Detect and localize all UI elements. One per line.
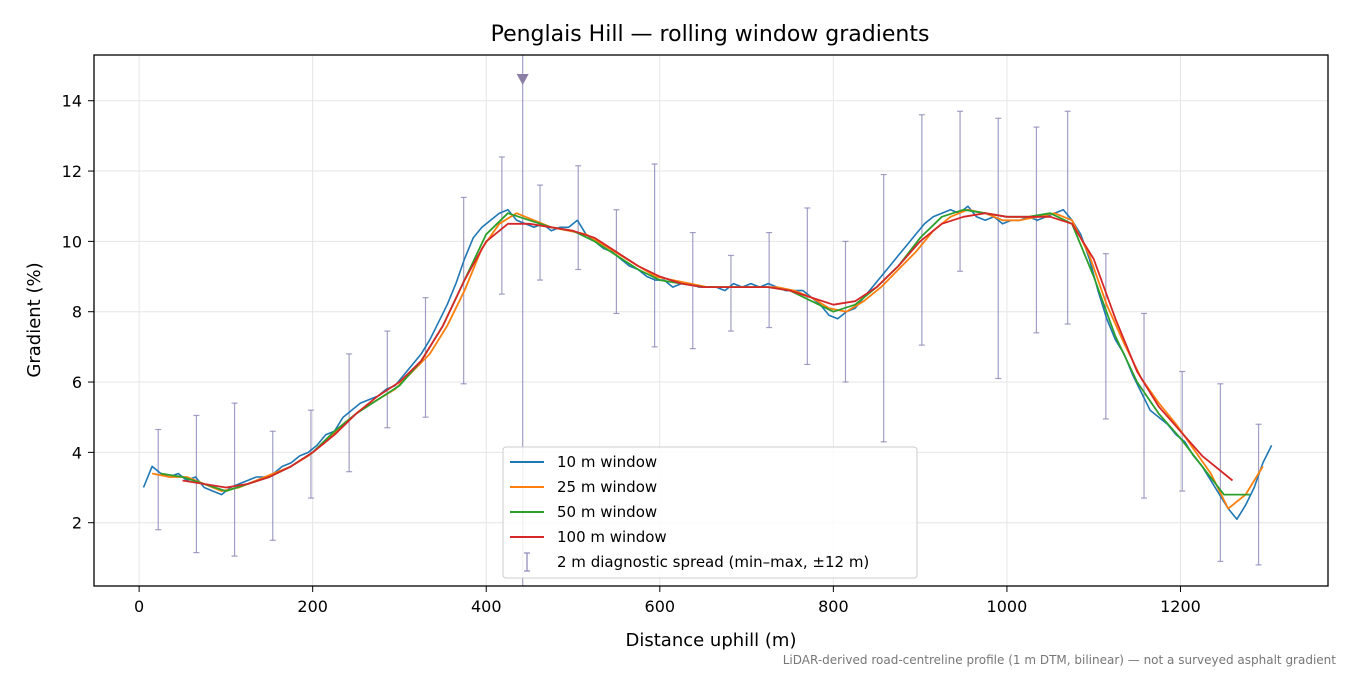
y-tick-label: 6 <box>72 373 82 392</box>
diagnostic-bar <box>766 231 773 329</box>
diagnostic-bar <box>1102 253 1109 420</box>
legend-label-50m: 50 m window <box>557 503 657 521</box>
y-tick-label: 4 <box>72 443 82 462</box>
diagnostic-bar <box>804 207 811 366</box>
x-tick-label: 0 <box>134 597 144 616</box>
diagnostic-bar <box>1179 370 1186 492</box>
y-tick-label: 2 <box>72 514 82 533</box>
y-axis-label: Gradient (%) <box>24 262 45 377</box>
y-tick-label: 10 <box>62 232 82 251</box>
legend: 10 m window 25 m window 50 m window 100 … <box>502 446 918 579</box>
x-tick-label: 1000 <box>987 597 1028 616</box>
plot-frame <box>93 54 1329 587</box>
y-tick-label: 12 <box>62 162 82 181</box>
x-axis-ticks: 0 200 400 600 800 1000 1200 <box>134 586 1201 616</box>
diagnostic-bar <box>918 114 925 346</box>
diagnostic-bar <box>231 402 238 557</box>
footnote: LiDAR-derived road-centreline profile (1… <box>783 653 1337 667</box>
legend-label-25m: 25 m window <box>557 478 657 496</box>
clipped-marker <box>516 74 529 85</box>
y-axis-ticks: 2 4 6 8 10 12 14 <box>62 92 94 533</box>
y-tick-label: 8 <box>72 303 82 322</box>
diagnostic-bar <box>1255 423 1262 566</box>
x-tick-label: 600 <box>645 597 676 616</box>
x-tick-label: 800 <box>818 597 849 616</box>
diagnostic-bar <box>1141 312 1148 499</box>
grid <box>94 55 1328 586</box>
diagnostic-bar <box>689 231 696 350</box>
x-tick-label: 400 <box>471 597 502 616</box>
diagnostic-bar <box>651 163 658 348</box>
legend-label-10m: 10 m window <box>557 453 657 471</box>
diagnostic-bar <box>957 110 964 272</box>
x-tick-label: 1200 <box>1160 597 1201 616</box>
diagnostic-bar <box>498 156 505 295</box>
series-line-100-m-window <box>182 212 1234 489</box>
diagnostic-bar <box>575 165 582 271</box>
diagnostic-bar <box>384 330 391 429</box>
x-tick-label: 200 <box>297 597 328 616</box>
legend-label-100m: 100 m window <box>557 528 667 546</box>
diagnostic-bar <box>155 428 162 531</box>
diagnostic-bar <box>995 117 1002 380</box>
y-tick-label: 14 <box>62 92 82 111</box>
diagnostic-bar <box>193 414 200 554</box>
diagnostic-bar <box>1033 126 1040 334</box>
diagnostic-bar <box>1217 383 1224 562</box>
x-axis-label: Distance uphill (m) <box>626 630 797 651</box>
diagnostic-bar <box>537 184 544 281</box>
diagnostic-bar <box>613 209 620 315</box>
diagnostic-bar <box>880 173 887 443</box>
legend-box <box>502 446 918 579</box>
legend-swatch-diagnostic <box>524 552 530 572</box>
series-lines <box>142 205 1273 521</box>
diagnostic-bar <box>727 254 734 332</box>
chart-title: Penglais Hill — rolling window gradients <box>491 22 930 47</box>
diagnostic-bar <box>269 430 276 541</box>
legend-label-diagnostic: 2 m diagnostic spread (min–max, ±12 m) <box>557 553 869 571</box>
